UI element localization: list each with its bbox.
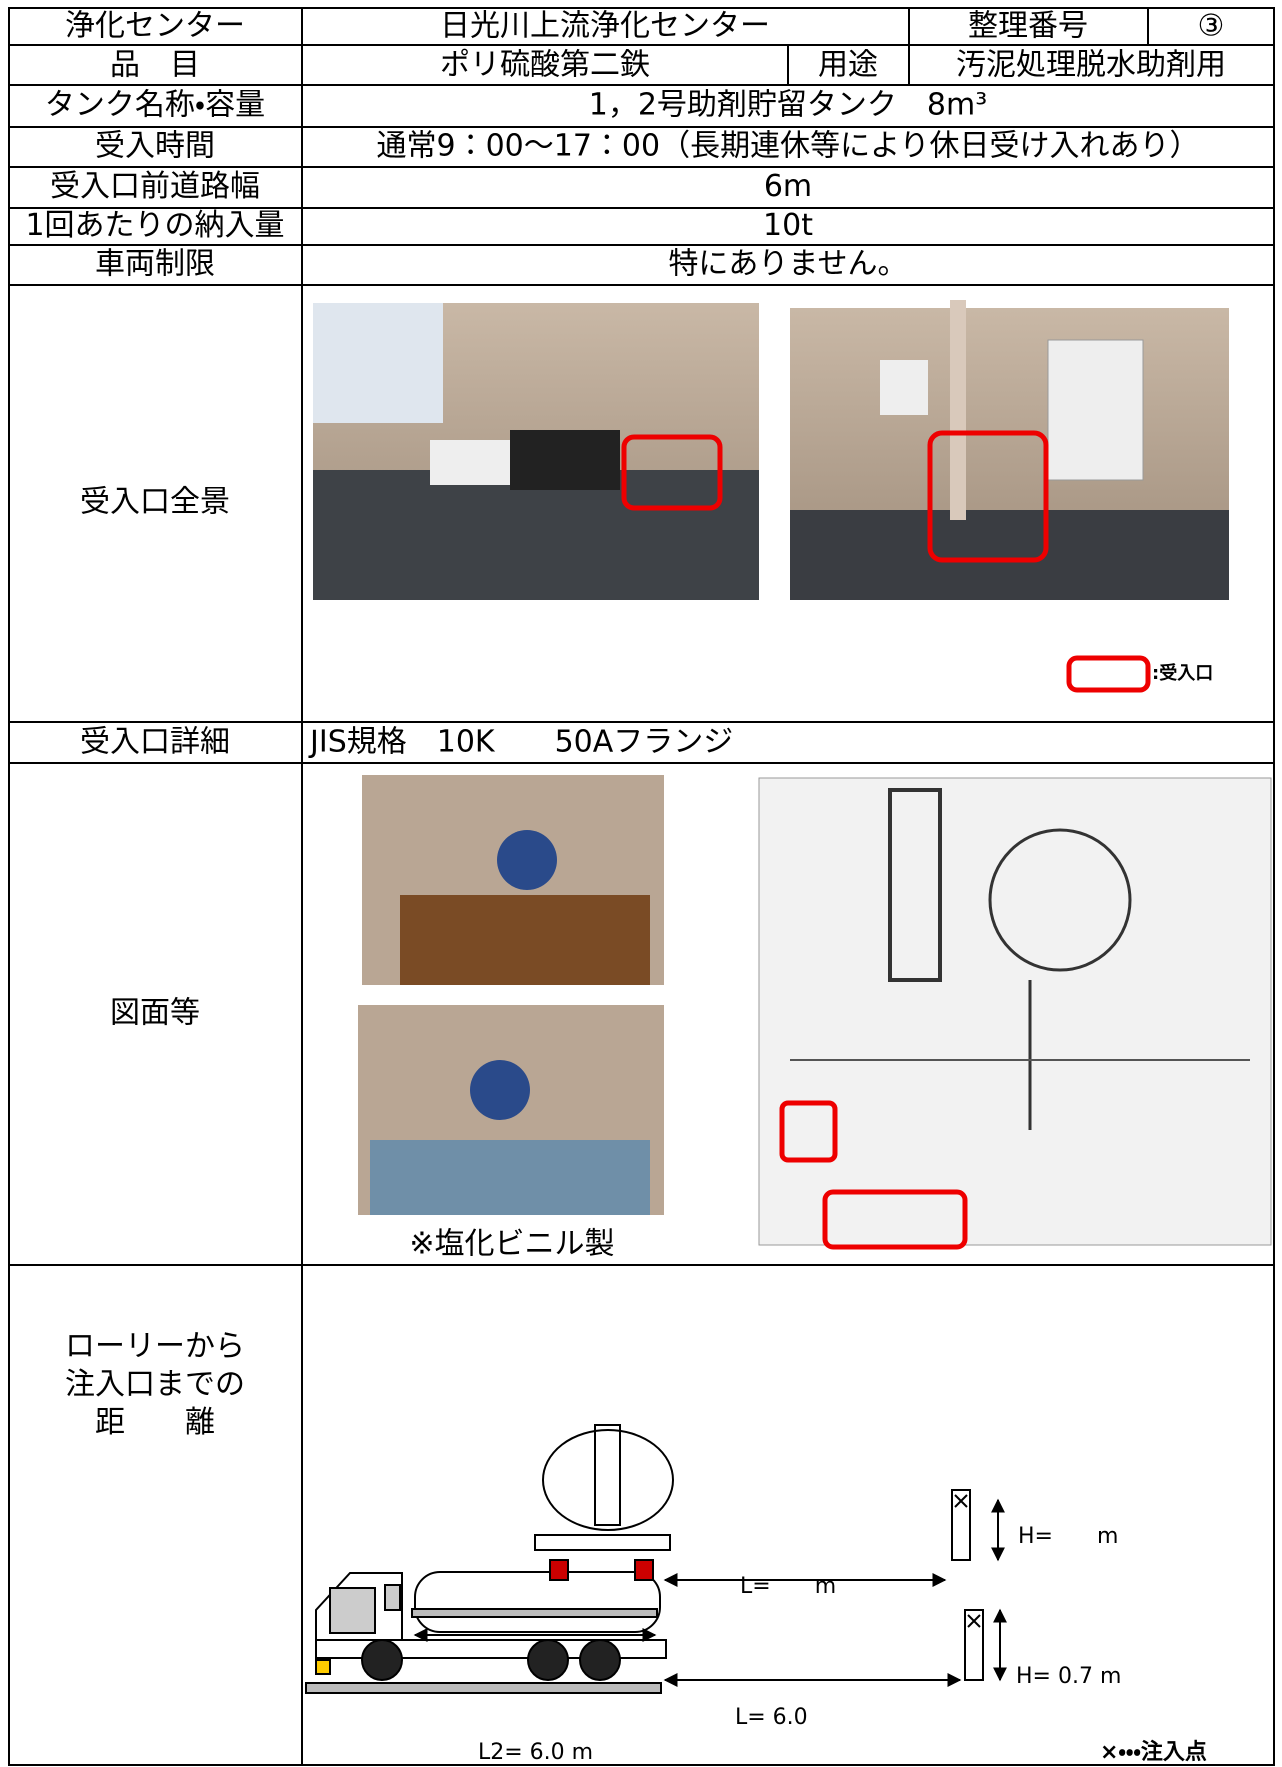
cell-value: 1，2号助剤貯留タンク 8m³ (589, 88, 988, 123)
cell-label: 受入口全景 (80, 485, 230, 520)
table-lines (8, 7, 1275, 1766)
height-label: H= 0.7 m (1016, 1664, 1121, 1689)
truck-diagram (305, 1424, 1007, 1694)
cell-label: 受入口前道路幅 (50, 169, 260, 204)
drawings (358, 775, 1272, 1250)
legend-box (1066, 655, 1151, 693)
cell-label: 受入時間 (95, 129, 215, 164)
cell-value: 汚泥処理脱水助剤用 (956, 48, 1226, 83)
cell-label: 図面等 (110, 996, 200, 1031)
cell-label: 車両制限 (95, 247, 215, 282)
cell-value: ③ (1198, 9, 1225, 44)
photos (313, 300, 1229, 600)
cell-value: 通常9：00～17：00（長期連休等により休日受け入れあり） (376, 129, 1199, 164)
cell-value: 6m (764, 169, 812, 204)
cell-label: 整理番号 (968, 9, 1088, 44)
cell-value: 特にありません。 (668, 247, 907, 282)
cell-label: 受入口詳細 (80, 725, 230, 760)
length-label: L2= 6.0 m (478, 1740, 593, 1765)
cell-label: 用途 (818, 48, 878, 83)
length-label: L= m (740, 1574, 836, 1599)
cell-value: ポリ硫酸第二鉄 (440, 48, 650, 83)
height-label: H= m (1018, 1524, 1118, 1549)
cell-value: JIS規格 10K 50Aフランジ (308, 725, 733, 760)
legend-text: ×・・・注入点 (1100, 1739, 1207, 1765)
cell-label: ローリーから注入口までの距 離 (65, 1329, 245, 1440)
cell-value: 日光川上流浄化センター (440, 9, 770, 44)
caption: ※塩化ビニル製 (409, 1227, 614, 1262)
cell-label: タンク名称・容量 (45, 88, 265, 123)
length-label: L= 6.0 (735, 1705, 808, 1730)
cell-value: 10t (763, 208, 813, 243)
cell-label: 1回あたりの納入量 (25, 208, 284, 243)
cell-label: 品 目 (110, 48, 200, 83)
legend-text: :受入口 (1152, 662, 1213, 684)
cell-label: 浄化センター (65, 9, 245, 44)
